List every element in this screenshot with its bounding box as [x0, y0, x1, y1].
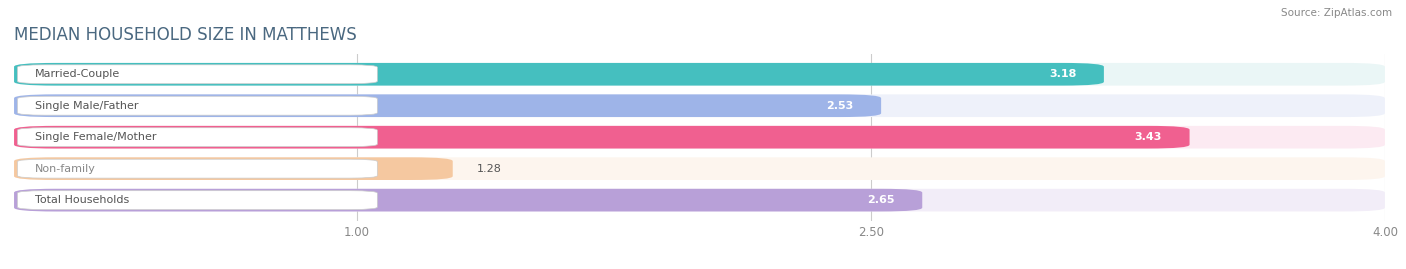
Text: 3.43: 3.43 [1135, 132, 1163, 142]
FancyBboxPatch shape [14, 157, 1385, 180]
FancyBboxPatch shape [14, 63, 1104, 86]
FancyBboxPatch shape [14, 126, 1189, 148]
Text: Single Male/Father: Single Male/Father [35, 101, 138, 111]
Text: Total Households: Total Households [35, 195, 129, 205]
FancyBboxPatch shape [14, 94, 882, 117]
Text: Married-Couple: Married-Couple [35, 69, 120, 79]
FancyBboxPatch shape [14, 189, 922, 211]
Text: Source: ZipAtlas.com: Source: ZipAtlas.com [1281, 8, 1392, 18]
Text: 2.65: 2.65 [868, 195, 894, 205]
FancyBboxPatch shape [17, 191, 377, 210]
Text: 3.18: 3.18 [1049, 69, 1077, 79]
FancyBboxPatch shape [17, 128, 377, 147]
Text: Single Female/Mother: Single Female/Mother [35, 132, 156, 142]
Text: Non-family: Non-family [35, 164, 96, 174]
Text: 2.53: 2.53 [827, 101, 853, 111]
FancyBboxPatch shape [17, 159, 377, 178]
FancyBboxPatch shape [14, 63, 1385, 86]
FancyBboxPatch shape [17, 65, 377, 84]
FancyBboxPatch shape [14, 189, 1385, 211]
FancyBboxPatch shape [14, 157, 453, 180]
Text: MEDIAN HOUSEHOLD SIZE IN MATTHEWS: MEDIAN HOUSEHOLD SIZE IN MATTHEWS [14, 26, 357, 44]
FancyBboxPatch shape [14, 126, 1385, 148]
Text: 1.28: 1.28 [477, 164, 502, 174]
FancyBboxPatch shape [14, 94, 1385, 117]
FancyBboxPatch shape [17, 96, 377, 115]
